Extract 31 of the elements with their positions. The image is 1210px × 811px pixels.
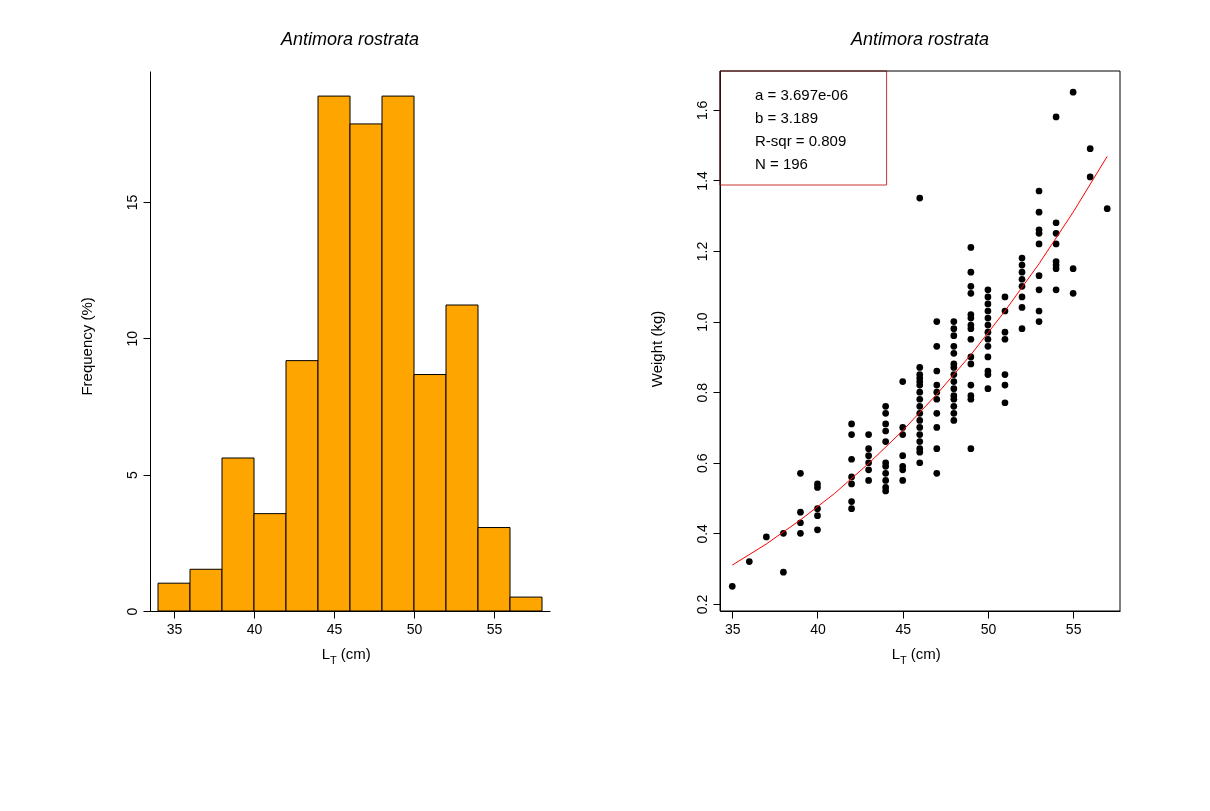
y-tick-label: 0.8 (693, 382, 710, 403)
x-tick-label: 50 (406, 620, 423, 637)
y-tick-label: 0.6 (693, 453, 710, 473)
chart-title: Antimora rostrata (279, 29, 420, 49)
x-tick-label: 45 (326, 620, 343, 637)
y-axis-title: Frequency (%) (78, 297, 95, 396)
y-tick-label: 0 (123, 607, 140, 616)
y-tick-label: 0.4 (693, 523, 710, 544)
x-tick-label: 55 (486, 620, 503, 637)
annotation: R-sqr = 0.809 (755, 132, 847, 149)
y-tick-label: 1.2 (693, 241, 710, 262)
annotation: N = 196 (755, 155, 808, 172)
annotation: a = 3.697e-06 (755, 86, 848, 103)
line-series (731, 155, 1108, 566)
y-tick-label: 0.2 (693, 594, 710, 615)
x-tick-label: 35 (166, 620, 183, 637)
y-tick-label: 5 (123, 471, 140, 480)
y-tick-label: 10 (123, 330, 140, 347)
y-tick-label: 1.6 (693, 100, 710, 121)
x-tick-label: 50 (980, 620, 997, 637)
y-tick-label: 1.4 (693, 170, 710, 191)
x-tick-label: 45 (895, 620, 912, 637)
x-tick-label: 40 (246, 620, 263, 637)
x-tick-label: 35 (724, 620, 741, 637)
y-axis-title: Weight (kg) (648, 310, 665, 388)
x-tick-label: 55 (1065, 620, 1082, 637)
x-tick-label: 40 (810, 620, 826, 637)
y-tick-label: 1.0 (693, 312, 710, 332)
y-tick-label: 15 (123, 194, 140, 211)
chart-title: Antimora rostrata (849, 28, 990, 49)
annotation: b = 3.189 (755, 109, 818, 126)
